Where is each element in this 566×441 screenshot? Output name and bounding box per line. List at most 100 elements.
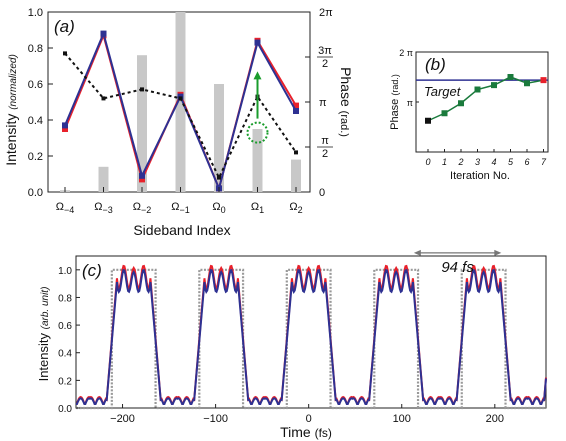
- panel-a-ylabel-right-unit: (rad.): [338, 111, 350, 137]
- c-x-tick-label-1: −100: [203, 413, 228, 425]
- panel-a-ylabel-right: Phase: [338, 67, 354, 107]
- y-left-tick-label-4: 0.8: [28, 43, 43, 55]
- panel-a-ylabel-left: Intensity: [3, 114, 19, 166]
- svg-text:Intensity (normalized): Intensity (normalized): [3, 54, 19, 166]
- series-2-point-0: [63, 51, 67, 56]
- svg-text:Time (fs): Time (fs): [280, 424, 332, 440]
- iteration-point-7: [540, 77, 547, 84]
- svg-text:Phase (rad.): Phase (rad.): [389, 74, 401, 130]
- bar-2: [137, 55, 147, 193]
- b-x-tick-label-7: 7: [541, 157, 547, 167]
- iteration-point-2: [458, 100, 464, 107]
- series-1-point-5: [254, 39, 261, 46]
- series-2-point-4: [217, 175, 221, 180]
- panel-c: 94 fs −200 −100 0 100 200 0.0 0.2 0.4 0.6 0.8 1.0 (…: [36, 249, 547, 440]
- panel-a-ylabel-left-unit: (normalized): [8, 54, 19, 110]
- y-right-tick-label-4: 2π: [319, 7, 333, 19]
- iteration-point-3: [474, 86, 481, 93]
- y-left-tick-label-3: 0.6: [28, 79, 43, 91]
- y-right-tick-den-3: 2: [322, 58, 328, 70]
- c-y-tick-label-1: 0.2: [58, 376, 72, 387]
- y-right-tick-num-3: 3π: [318, 45, 332, 57]
- annotation-circle: [246, 121, 269, 144]
- panel-b-ylabel-unit: (rad.): [390, 74, 400, 96]
- iteration-point-5: [507, 74, 514, 80]
- bar-5: [252, 129, 263, 192]
- panel-c-xlabel-unit: (fs): [315, 426, 332, 440]
- x-tick-label-0: Ω−4: [56, 201, 75, 215]
- bar-3: [175, 12, 186, 192]
- series-2-point-1: [101, 96, 106, 101]
- series-0-point-6: [293, 102, 299, 109]
- c-x-tick-label-0: −200: [110, 413, 135, 425]
- b-x-tick-label-4: 4: [491, 157, 496, 167]
- y-left-tick-label-1: 0.2: [28, 151, 43, 163]
- series-0-point-2: [139, 176, 145, 183]
- c-x-tick-label-4: 200: [486, 413, 504, 425]
- y-right-tick-den-1: 2: [322, 148, 328, 160]
- c-y-tick-label-3: 0.6: [58, 321, 72, 332]
- b-x-tick-label-3: 3: [475, 157, 480, 167]
- series-2-point-3: [178, 96, 183, 101]
- x-tick-label-2: Ω−2: [133, 201, 152, 215]
- panel-b-ylabel: Phase: [389, 99, 401, 130]
- bar-4: [214, 84, 224, 192]
- x-tick-label-4: Ω0: [212, 201, 225, 215]
- y-left-tick-label-0: 0.0: [28, 187, 43, 199]
- series-0-point-0: [62, 126, 68, 132]
- bar-6: [291, 159, 301, 192]
- panel-c-frame: [75, 255, 547, 409]
- b-y-tick-label-0: π: [407, 98, 413, 108]
- x-tick-label-5: Ω1: [251, 201, 264, 215]
- period-arrow-left: [413, 249, 421, 256]
- b-x-tick-label-5: 5: [508, 157, 514, 167]
- b-x-tick-label-6: 6: [524, 157, 529, 167]
- y-right-tick-num-1: π: [321, 135, 329, 147]
- y-right-tick-label-2: π: [319, 97, 327, 109]
- c-x-tick-label-3: 100: [393, 413, 411, 425]
- c-x-tick-label-2: 0: [306, 413, 312, 425]
- panel-c-ylabel-unit: (arb. unit): [40, 287, 51, 330]
- c-y-tick-label-2: 0.4: [58, 349, 72, 360]
- b-x-tick-label-2: 2: [457, 157, 463, 167]
- iteration-point-1: [441, 110, 448, 117]
- bar-1: [98, 166, 109, 192]
- period-arrow-right: [494, 249, 502, 256]
- b-x-tick-label-1: 1: [442, 157, 447, 167]
- y-left-tick-label-5: 1.0: [28, 7, 43, 19]
- svg-text:Phase (rad.): Phase (rad.): [338, 67, 354, 137]
- annotation-arrow-head: [253, 71, 262, 80]
- y-left-tick-label-2: 0.4: [28, 115, 43, 127]
- iteration-point-4: [491, 82, 497, 89]
- x-tick-label-1: Ω−3: [94, 201, 113, 215]
- series-calculated: [76, 268, 547, 406]
- period-label: 94 fs: [441, 259, 474, 276]
- series-2-point-2: [140, 87, 144, 92]
- iteration-point-6: [524, 80, 530, 87]
- b-x-tick-label-0: 0: [425, 157, 430, 167]
- b-y-tick-label-1: 2 π: [399, 48, 413, 58]
- svg-text:Intensity (arb. unit): Intensity (arb. unit): [36, 287, 51, 382]
- c-y-tick-label-0: 0.0: [58, 404, 72, 415]
- series-1-point-1: [100, 30, 107, 37]
- panel-b-label: (b): [425, 55, 446, 74]
- panel-c-ylabel: Intensity: [36, 333, 51, 382]
- panel-c-label: (c): [82, 261, 102, 280]
- panel-b-xlabel: Iteration No.: [450, 170, 510, 182]
- panel-a-xlabel: Sideband Index: [133, 222, 230, 238]
- panel-c-xlabel: Time: [280, 424, 311, 440]
- target-square-wave: [76, 268, 546, 410]
- iteration-point-0: [425, 117, 431, 124]
- series-1-point-6: [293, 108, 299, 114]
- x-tick-label-6: Ω2: [289, 201, 302, 215]
- y-right-tick-label-0: 0: [319, 187, 325, 199]
- series-2-point-6: [294, 150, 298, 155]
- c-y-tick-label-5: 1.0: [58, 266, 72, 277]
- panel-a-label: (a): [54, 17, 75, 36]
- series-1-point-0: [62, 122, 68, 129]
- c-y-tick-label-4: 0.8: [58, 293, 72, 304]
- target-label: Target: [424, 84, 462, 99]
